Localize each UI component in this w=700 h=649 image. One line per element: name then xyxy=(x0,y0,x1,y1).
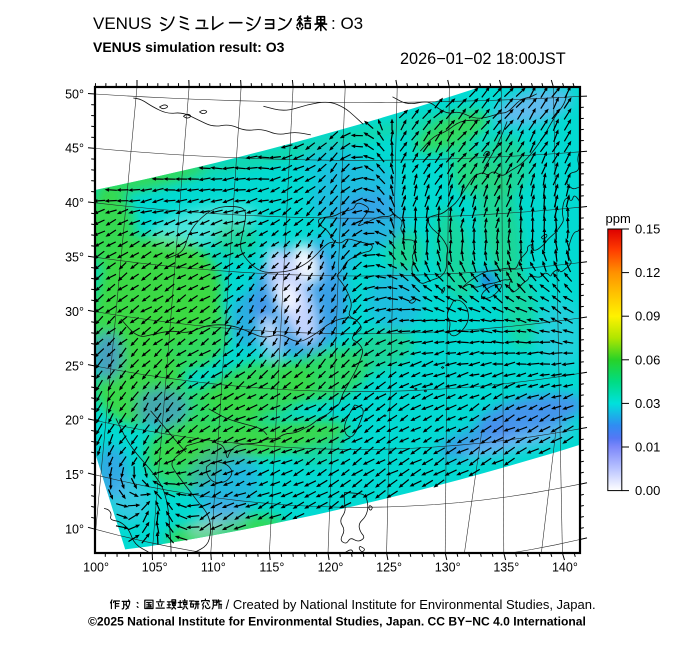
svg-text:VENUS: VENUS xyxy=(93,14,152,33)
svg-text:0.03: 0.03 xyxy=(635,396,660,411)
svg-text:45°: 45° xyxy=(65,142,84,156)
svg-text:0.06: 0.06 xyxy=(635,352,660,367)
svg-text:15°: 15° xyxy=(65,468,84,482)
svg-text:/ Created by National Institut: / Created by National Institute for Envi… xyxy=(222,597,596,612)
svg-text:0.00: 0.00 xyxy=(635,483,660,498)
svg-text:2026−01−02 18:00JST: 2026−01−02 18:00JST xyxy=(400,50,566,68)
svg-text:120°: 120° xyxy=(318,561,344,575)
svg-text:105°: 105° xyxy=(142,561,168,575)
svg-text:30°: 30° xyxy=(65,305,84,319)
svg-text:20°: 20° xyxy=(65,414,84,428)
svg-text:ppm: ppm xyxy=(606,211,631,226)
svg-text:40°: 40° xyxy=(65,196,84,210)
svg-text:100°: 100° xyxy=(83,561,109,575)
svg-text:0.01: 0.01 xyxy=(635,440,660,455)
svg-text:0.09: 0.09 xyxy=(635,309,660,324)
svg-text:10°: 10° xyxy=(65,523,84,537)
svg-text:50°: 50° xyxy=(65,87,84,101)
svg-text:VENUS simulation result: O3: VENUS simulation result: O3 xyxy=(93,39,285,55)
svg-text:0.12: 0.12 xyxy=(635,265,660,280)
svg-text:35°: 35° xyxy=(65,251,84,265)
svg-text:125°: 125° xyxy=(376,561,402,575)
svg-text:140°: 140° xyxy=(552,561,578,575)
svg-text:135°: 135° xyxy=(493,561,519,575)
svg-text:110°: 110° xyxy=(201,561,226,575)
svg-text:©2025 National Institute for E: ©2025 National Institute for Environment… xyxy=(88,615,586,629)
svg-text:25°: 25° xyxy=(65,359,84,373)
svg-text:115°: 115° xyxy=(259,561,284,575)
svg-text:: O3: : O3 xyxy=(331,14,363,33)
svg-text:0.15: 0.15 xyxy=(635,222,660,237)
svg-text:130°: 130° xyxy=(435,561,461,575)
